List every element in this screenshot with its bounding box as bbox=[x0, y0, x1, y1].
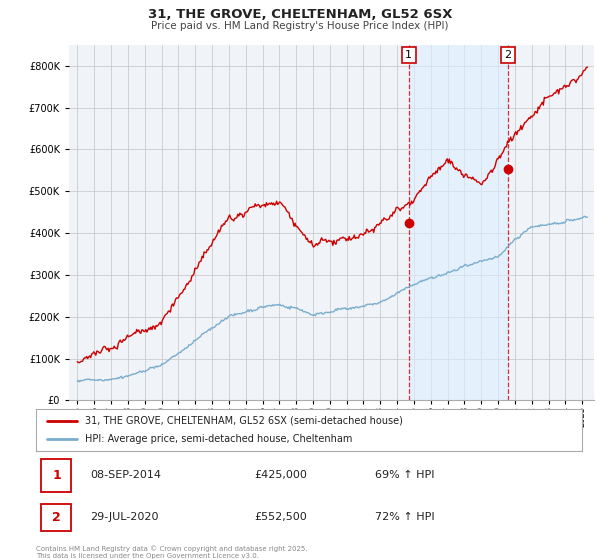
Text: 69% ↑ HPI: 69% ↑ HPI bbox=[374, 470, 434, 480]
Text: 31, THE GROVE, CHELTENHAM, GL52 6SX (semi-detached house): 31, THE GROVE, CHELTENHAM, GL52 6SX (sem… bbox=[85, 416, 403, 426]
FancyBboxPatch shape bbox=[41, 503, 71, 531]
Text: 31, THE GROVE, CHELTENHAM, GL52 6SX: 31, THE GROVE, CHELTENHAM, GL52 6SX bbox=[148, 8, 452, 21]
Text: 1: 1 bbox=[52, 469, 61, 482]
Text: Contains HM Land Registry data © Crown copyright and database right 2025.
This d: Contains HM Land Registry data © Crown c… bbox=[36, 545, 308, 559]
Text: £552,500: £552,500 bbox=[254, 512, 307, 522]
Bar bbox=[409, 45, 508, 400]
Text: 29-JUL-2020: 29-JUL-2020 bbox=[91, 512, 159, 522]
FancyBboxPatch shape bbox=[41, 459, 71, 492]
Text: 08-SEP-2014: 08-SEP-2014 bbox=[91, 470, 161, 480]
Text: 72% ↑ HPI: 72% ↑ HPI bbox=[374, 512, 434, 522]
Text: 2: 2 bbox=[504, 50, 511, 60]
Text: £425,000: £425,000 bbox=[254, 470, 307, 480]
Text: 2: 2 bbox=[52, 511, 61, 524]
Text: 1: 1 bbox=[405, 50, 412, 60]
Text: HPI: Average price, semi-detached house, Cheltenham: HPI: Average price, semi-detached house,… bbox=[85, 434, 353, 444]
Text: Price paid vs. HM Land Registry's House Price Index (HPI): Price paid vs. HM Land Registry's House … bbox=[151, 21, 449, 31]
